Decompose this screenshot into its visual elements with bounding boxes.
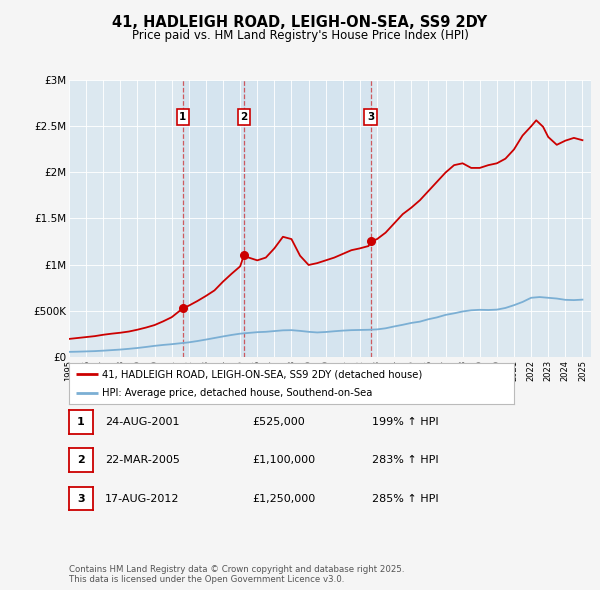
Text: 199% ↑ HPI: 199% ↑ HPI [372,417,439,427]
Text: 3: 3 [367,112,374,122]
Bar [183,80,244,357]
Text: 2: 2 [77,455,85,465]
Text: HPI: Average price, detached house, Southend-on-Sea: HPI: Average price, detached house, Sout… [103,388,373,398]
Text: 1: 1 [179,112,187,122]
Text: 2: 2 [240,112,248,122]
Bar [244,80,371,357]
Text: 41, HADLEIGH ROAD, LEIGH-ON-SEA, SS9 2DY (detached house): 41, HADLEIGH ROAD, LEIGH-ON-SEA, SS9 2DY… [103,369,422,379]
Text: 3: 3 [77,494,85,503]
Text: £1,100,000: £1,100,000 [252,455,315,465]
Text: 41, HADLEIGH ROAD, LEIGH-ON-SEA, SS9 2DY: 41, HADLEIGH ROAD, LEIGH-ON-SEA, SS9 2DY [112,15,488,30]
Text: 22-MAR-2005: 22-MAR-2005 [105,455,180,465]
Text: 17-AUG-2012: 17-AUG-2012 [105,494,179,503]
Text: 285% ↑ HPI: 285% ↑ HPI [372,494,439,503]
Text: Contains HM Land Registry data © Crown copyright and database right 2025.
This d: Contains HM Land Registry data © Crown c… [69,565,404,584]
Text: 1: 1 [77,417,85,427]
Text: 24-AUG-2001: 24-AUG-2001 [105,417,179,427]
Text: £525,000: £525,000 [252,417,305,427]
Text: 283% ↑ HPI: 283% ↑ HPI [372,455,439,465]
Text: Price paid vs. HM Land Registry's House Price Index (HPI): Price paid vs. HM Land Registry's House … [131,30,469,42]
Text: £1,250,000: £1,250,000 [252,494,315,503]
